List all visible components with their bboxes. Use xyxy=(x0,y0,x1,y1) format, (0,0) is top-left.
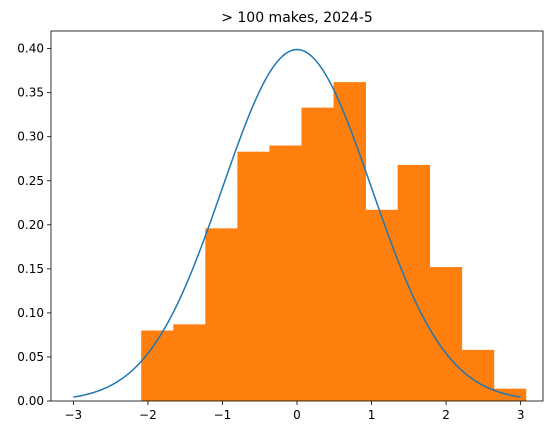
normal-pdf-curve xyxy=(73,48,521,398)
chart-title: > 100 makes, 2024-5 xyxy=(221,10,373,26)
x-tick-label-2: −1 xyxy=(214,408,232,422)
x-tick-label-1: −2 xyxy=(139,408,157,422)
y-tick-label-2: 0.10 xyxy=(17,306,44,320)
histogram-bar-7 xyxy=(333,82,366,401)
x-tick-label-5: 2 xyxy=(442,408,450,422)
x-tick-label-6: 3 xyxy=(517,408,525,422)
x-tick-label-3: 0 xyxy=(293,408,301,422)
y-tick-label-5: 0.25 xyxy=(17,174,44,188)
plot-area: −3 −2 −1 0 1 2 3 0.00 0.05 0.10 0.15 0.20 0.25 0.30 0.… xyxy=(17,30,544,422)
y-tick-label-3: 0.15 xyxy=(17,262,44,276)
x-tick-label-4: 1 xyxy=(368,408,376,422)
histogram-bar-4 xyxy=(237,151,270,401)
y-tick-label-7: 0.35 xyxy=(17,86,44,100)
x-tick-label-0: −3 xyxy=(65,408,83,422)
histogram-bar-8 xyxy=(365,209,399,401)
y-tick-label-4: 0.20 xyxy=(17,218,44,232)
histogram-bar-5 xyxy=(269,145,302,401)
histogram-bar-9 xyxy=(397,164,431,401)
histogram-bar-3 xyxy=(205,228,238,401)
y-tick-label-1: 0.05 xyxy=(17,350,44,364)
y-tick-label-8: 0.40 xyxy=(17,42,44,56)
histogram-bar-10 xyxy=(429,267,463,401)
histogram-bar-2 xyxy=(173,324,206,401)
y-tick-label-6: 0.30 xyxy=(17,130,44,144)
histogram-bar-6 xyxy=(301,107,334,401)
histogram-bar-1 xyxy=(141,330,174,401)
y-tick-label-0: 0.00 xyxy=(17,394,44,408)
